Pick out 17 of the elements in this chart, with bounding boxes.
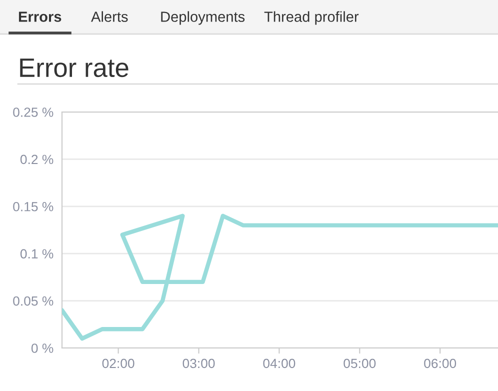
x-tick-label: 04:00 xyxy=(263,358,296,368)
y-tick-label: 0 % xyxy=(31,344,54,353)
y-tick-label: 0.25 % xyxy=(13,108,54,117)
x-tick-label: 06:00 xyxy=(424,358,456,368)
text: Thread profiler xyxy=(264,11,359,25)
y-tick-label: 0.1 % xyxy=(20,249,54,259)
text: Errors xyxy=(18,12,62,22)
y-tick-label: 0.15 % xyxy=(13,202,54,212)
chart-title: Error rate xyxy=(20,58,128,78)
text: Alerts xyxy=(91,11,128,22)
x-tick-label: 02:00 xyxy=(102,358,134,368)
x-tick-label: 05:00 xyxy=(344,358,376,368)
x-tick-label: 03:00 xyxy=(182,358,215,368)
text: Deployments xyxy=(161,11,245,25)
y-tick-label: 0.05 % xyxy=(13,296,54,306)
line-series xyxy=(62,214,498,341)
y-tick-label: 0.2 % xyxy=(20,154,54,164)
